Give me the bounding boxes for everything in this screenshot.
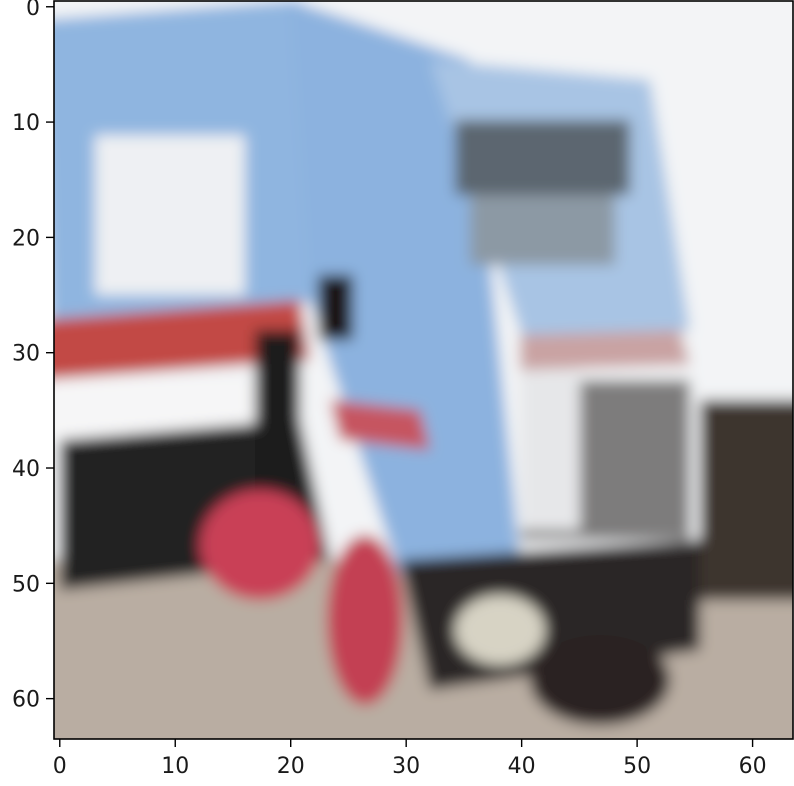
y-tick-label: 40 bbox=[12, 457, 40, 482]
y-tick-label: 60 bbox=[12, 688, 40, 713]
image-area bbox=[54, 1, 793, 739]
y-tick-label: 0 bbox=[26, 0, 40, 21]
y-tick-label: 20 bbox=[12, 226, 40, 251]
x-tick-label: 50 bbox=[623, 754, 651, 779]
x-tick-label: 0 bbox=[53, 754, 67, 779]
red-wheel-center bbox=[327, 535, 403, 705]
white-panel bbox=[520, 370, 580, 530]
dark-slot bbox=[318, 275, 353, 340]
red-stripe-right bbox=[520, 330, 690, 370]
wheel-dark bbox=[530, 635, 670, 725]
y-tick-label: 10 bbox=[12, 111, 40, 136]
x-tick-label: 10 bbox=[161, 754, 189, 779]
right-shadow bbox=[700, 400, 793, 600]
windshield-lower bbox=[470, 195, 615, 265]
red-stripe bbox=[54, 300, 310, 379]
y-axis-ticks: 0 10 20 30 40 50 60 bbox=[12, 0, 54, 713]
y-tick-label: 30 bbox=[12, 342, 40, 367]
windshield bbox=[455, 120, 630, 195]
x-tick-label: 20 bbox=[277, 754, 305, 779]
red-wheel-left bbox=[200, 490, 320, 600]
x-axis-ticks: 0 10 20 30 40 50 60 bbox=[53, 739, 767, 779]
x-tick-label: 40 bbox=[508, 754, 536, 779]
red-accent bbox=[330, 400, 430, 450]
left-window bbox=[95, 135, 245, 295]
x-tick-label: 30 bbox=[392, 754, 420, 779]
x-tick-label: 60 bbox=[739, 754, 767, 779]
axes-frame bbox=[53, 0, 794, 740]
dark-post bbox=[255, 330, 300, 490]
y-tick-label: 50 bbox=[12, 572, 40, 597]
wheel-highlight bbox=[455, 595, 545, 665]
